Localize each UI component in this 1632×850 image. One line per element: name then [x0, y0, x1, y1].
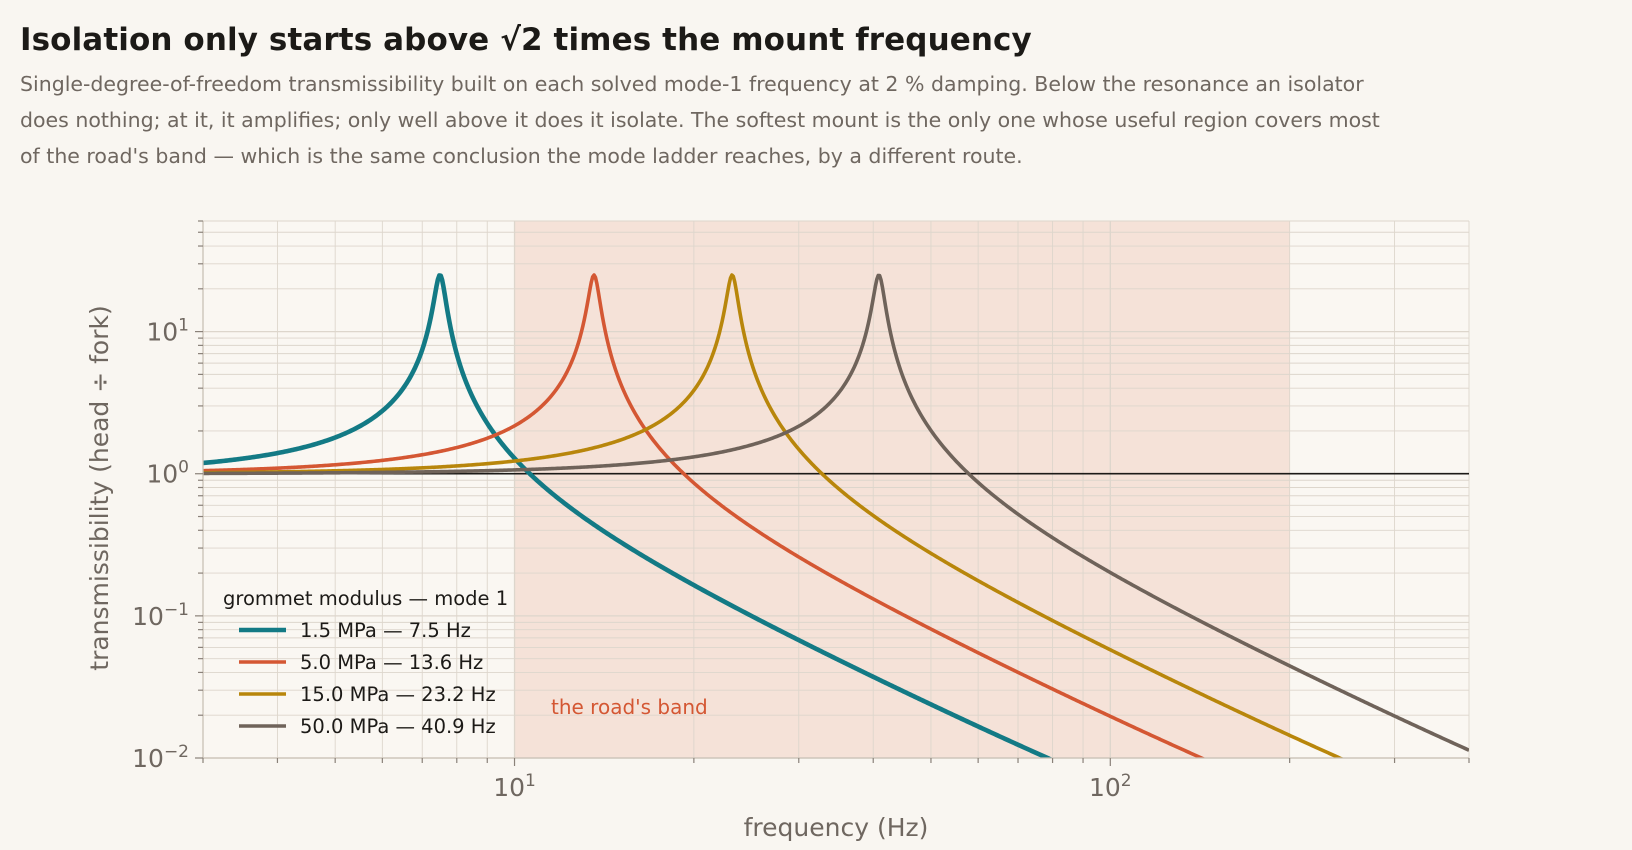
x-tick-label: 101	[493, 771, 536, 802]
y-tick-label: 10−1	[132, 600, 189, 631]
x-axis-label: frequency (Hz)	[744, 813, 929, 842]
band-label: the road's band	[551, 695, 708, 719]
legend: grommet modulus — mode 1 1.5 MPa — 7.5 H…	[223, 587, 508, 738]
legend-entry-label: 50.0 MPa — 40.9 Hz	[300, 715, 496, 738]
plot-area	[203, 221, 1469, 758]
legend-entry-label: 15.0 MPa — 23.2 Hz	[300, 683, 496, 706]
y-tick-label: 10−2	[132, 742, 189, 773]
road-band-shading	[514, 221, 1290, 758]
x-tick-label: 102	[1089, 771, 1132, 802]
chart-title: Isolation only starts above √2 times the…	[20, 22, 1032, 58]
series-line	[203, 273, 1054, 758]
legend-entry-label: 1.5 MPa — 7.5 Hz	[300, 619, 471, 642]
series-line	[203, 273, 1469, 752]
y-tick-label: 100	[146, 458, 189, 489]
series-line	[203, 273, 1206, 758]
y-tick-label: 101	[146, 316, 189, 347]
y-axis-label: transmissibility (head ÷ fork)	[85, 305, 114, 670]
chart-subtitle: Single-degree-of-freedom transmissibilit…	[20, 72, 1380, 168]
series-line	[203, 273, 1345, 758]
legend-entry-label: 5.0 MPa — 13.6 Hz	[300, 651, 483, 674]
legend-title: grommet modulus — mode 1	[223, 587, 508, 610]
